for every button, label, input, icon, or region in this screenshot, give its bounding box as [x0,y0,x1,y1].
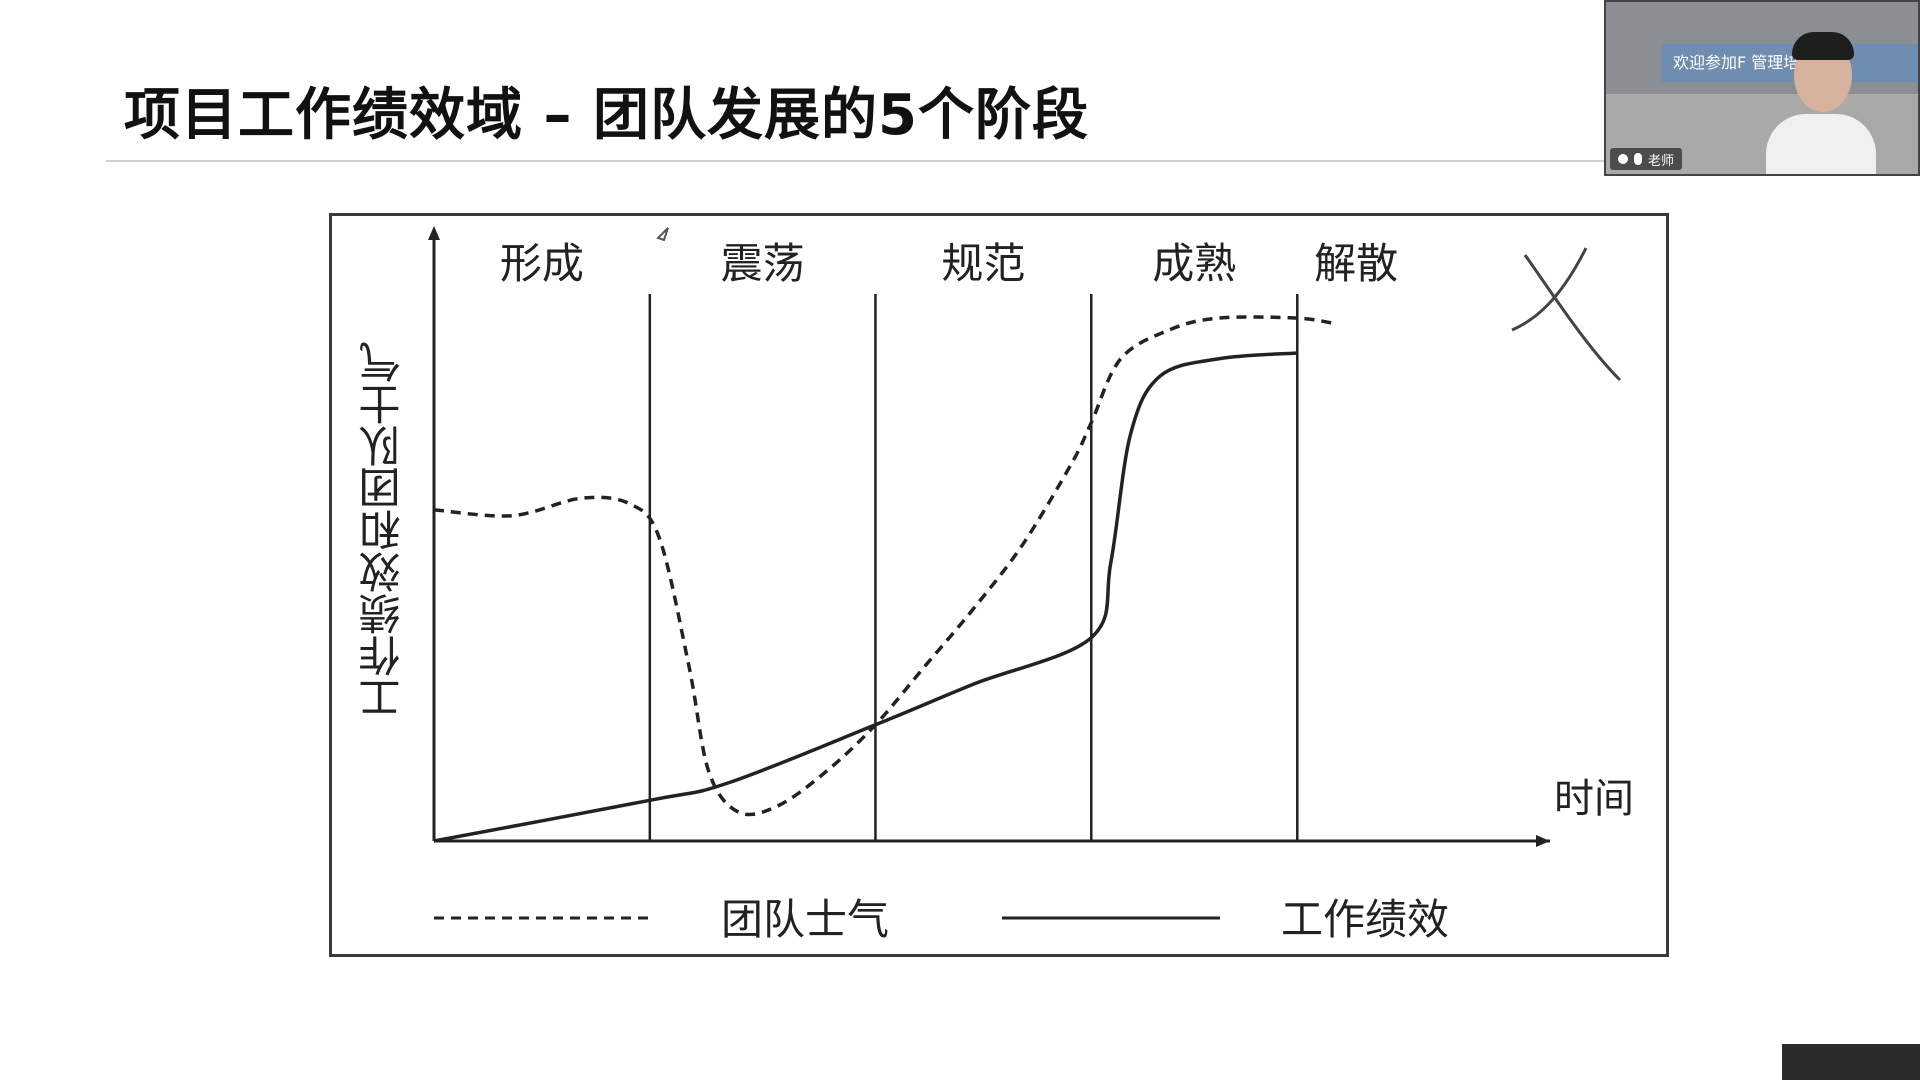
user-icon [1618,154,1628,164]
series-line-morale [433,315,1337,817]
stage-label: 震荡 [721,239,805,288]
webcam-banner: 欢迎参加F 管理培训 [1661,44,1918,82]
webcam-name-bar: 老师 [1610,148,1683,170]
annotation-scribble-cross [1511,247,1622,382]
presenter-hair [1792,32,1854,60]
presenter-body [1766,114,1876,174]
chart-legend: 团队士气 工作绩效 [434,895,1449,944]
x-axis-arrow [1536,835,1550,847]
cursor-icon [656,227,669,242]
x-axis-label: 时间 [1554,776,1634,822]
series-line-performance [433,351,1298,843]
mic-icon[interactable] [1634,153,1642,165]
title-divider [106,160,1920,162]
presenter-figure [1766,32,1876,174]
chart-series [433,315,1337,843]
stage-label: 规范 [941,239,1025,288]
handwritten-annotations [656,227,1622,382]
chart-axes [428,226,1550,847]
webcam-video[interactable]: 欢迎参加F 管理培训 老师 [1604,0,1920,176]
presenter-name: 老师 [1648,153,1675,169]
corner-overlay [1782,1044,1920,1080]
legend-label: 工作绩效 [1281,895,1449,944]
legend-label: 团队士气 [721,895,889,944]
y-axis-arrow [428,226,440,240]
stage-boundaries [648,294,1299,841]
slide-title: 项目工作绩效域 – 团队发展的5个阶段 [124,83,1089,148]
chart-frame [329,213,1669,957]
stage-label: 解散 [1314,239,1398,288]
stage-labels: 形成 震荡 规范 成熟 解散 [500,239,1398,288]
stage-label: 成熟 [1152,239,1236,288]
stage-label: 形成 [500,239,584,288]
